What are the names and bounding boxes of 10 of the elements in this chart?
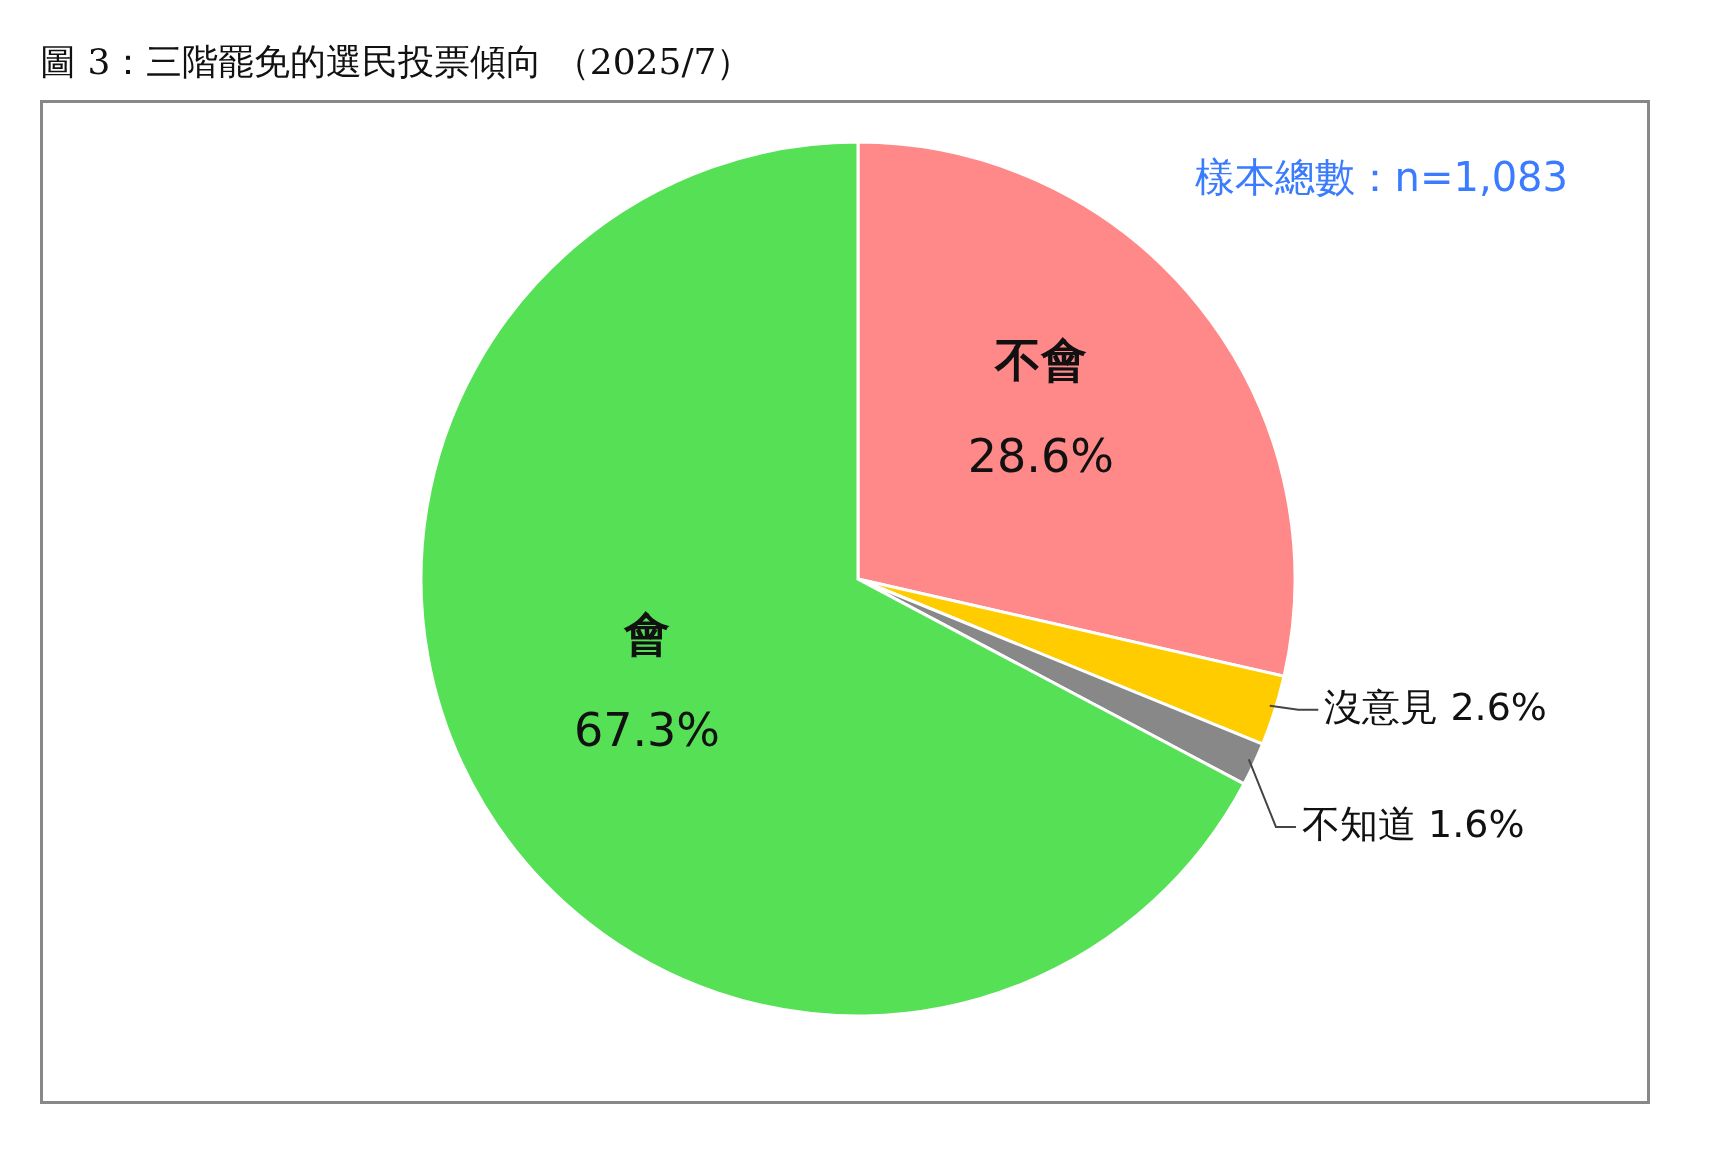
data-label: 67.3% bbox=[573, 702, 721, 757]
text: 樣本總數：n=1,083 bbox=[1194, 153, 1568, 202]
slice-label: 不知道 bbox=[1301, 802, 1416, 847]
chart-title: 圖 3：三階罷免的選民投票傾向 （2025/7） bbox=[40, 40, 753, 84]
data-label: 2.6% bbox=[1450, 685, 1547, 730]
slice-label: 不會 bbox=[993, 333, 1087, 388]
slice-label: 沒意見 bbox=[1324, 685, 1439, 730]
data-label: 28.6% bbox=[967, 429, 1114, 484]
data-label: 1.6% bbox=[1428, 802, 1525, 847]
slice-label: 會 bbox=[623, 606, 671, 661]
